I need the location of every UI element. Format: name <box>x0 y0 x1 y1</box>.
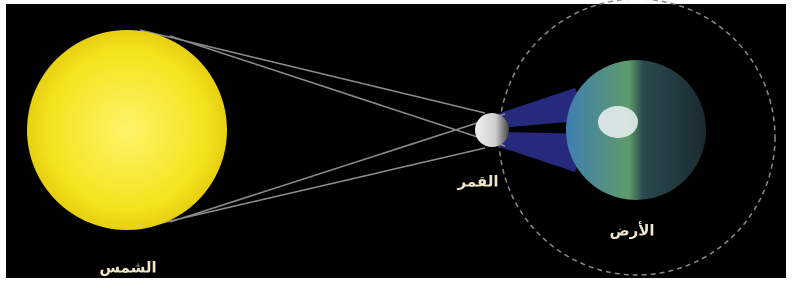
moon-label: القمر <box>457 173 499 191</box>
sun <box>27 30 227 230</box>
earth <box>566 60 706 200</box>
earth-label: الأرض <box>609 222 654 240</box>
page: {"nodes": [{"label": "الشمس"}, {"label":… <box>0 0 795 283</box>
diagram: الشمس القمر الأرض <box>0 0 795 283</box>
moon <box>475 113 509 147</box>
earth-ice <box>598 106 638 138</box>
sun-label: الشمس <box>99 259 156 277</box>
